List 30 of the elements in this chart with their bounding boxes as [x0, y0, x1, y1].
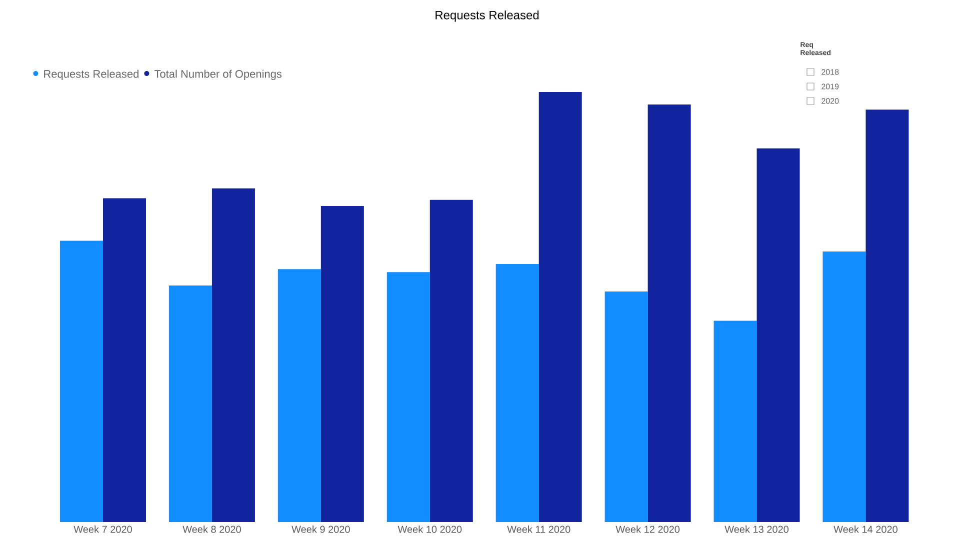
- bar: [538, 92, 582, 522]
- x-tick-label: Week 11 2020: [507, 526, 570, 533]
- x-tick-label: Week 13 2020: [724, 526, 789, 533]
- bar: [386, 272, 430, 522]
- bar: [604, 292, 648, 522]
- x-tick-label: Week 9 2020: [292, 526, 350, 533]
- bar: [212, 188, 255, 522]
- chart-title: Requests Released: [436, 10, 539, 22]
- text: 2019: [822, 84, 839, 90]
- x-tick-label: Week 7 2020: [74, 526, 132, 533]
- legend-label: Requests Released: [44, 70, 138, 80]
- bar: [278, 269, 321, 522]
- x-tick-label: Week 10 2020: [398, 526, 462, 533]
- text: 2018: [822, 69, 839, 75]
- x-tick-label: Week 14 2020: [834, 526, 898, 533]
- bar: [756, 148, 800, 522]
- bar: [714, 320, 757, 522]
- x-tick-label: Week 12 2020: [616, 526, 680, 533]
- bar: [822, 252, 866, 522]
- bar: [168, 286, 212, 522]
- bar: [60, 240, 103, 522]
- annotation: 2020: [822, 98, 839, 104]
- x-tick-label: Week 8 2020: [182, 526, 241, 533]
- bar: [648, 104, 691, 522]
- bar: [866, 110, 909, 522]
- bar: [430, 200, 473, 522]
- bar: [496, 264, 539, 522]
- bar: [103, 198, 146, 522]
- bar: [320, 206, 364, 522]
- legend-label: Total Number of Openings: [154, 70, 282, 80]
